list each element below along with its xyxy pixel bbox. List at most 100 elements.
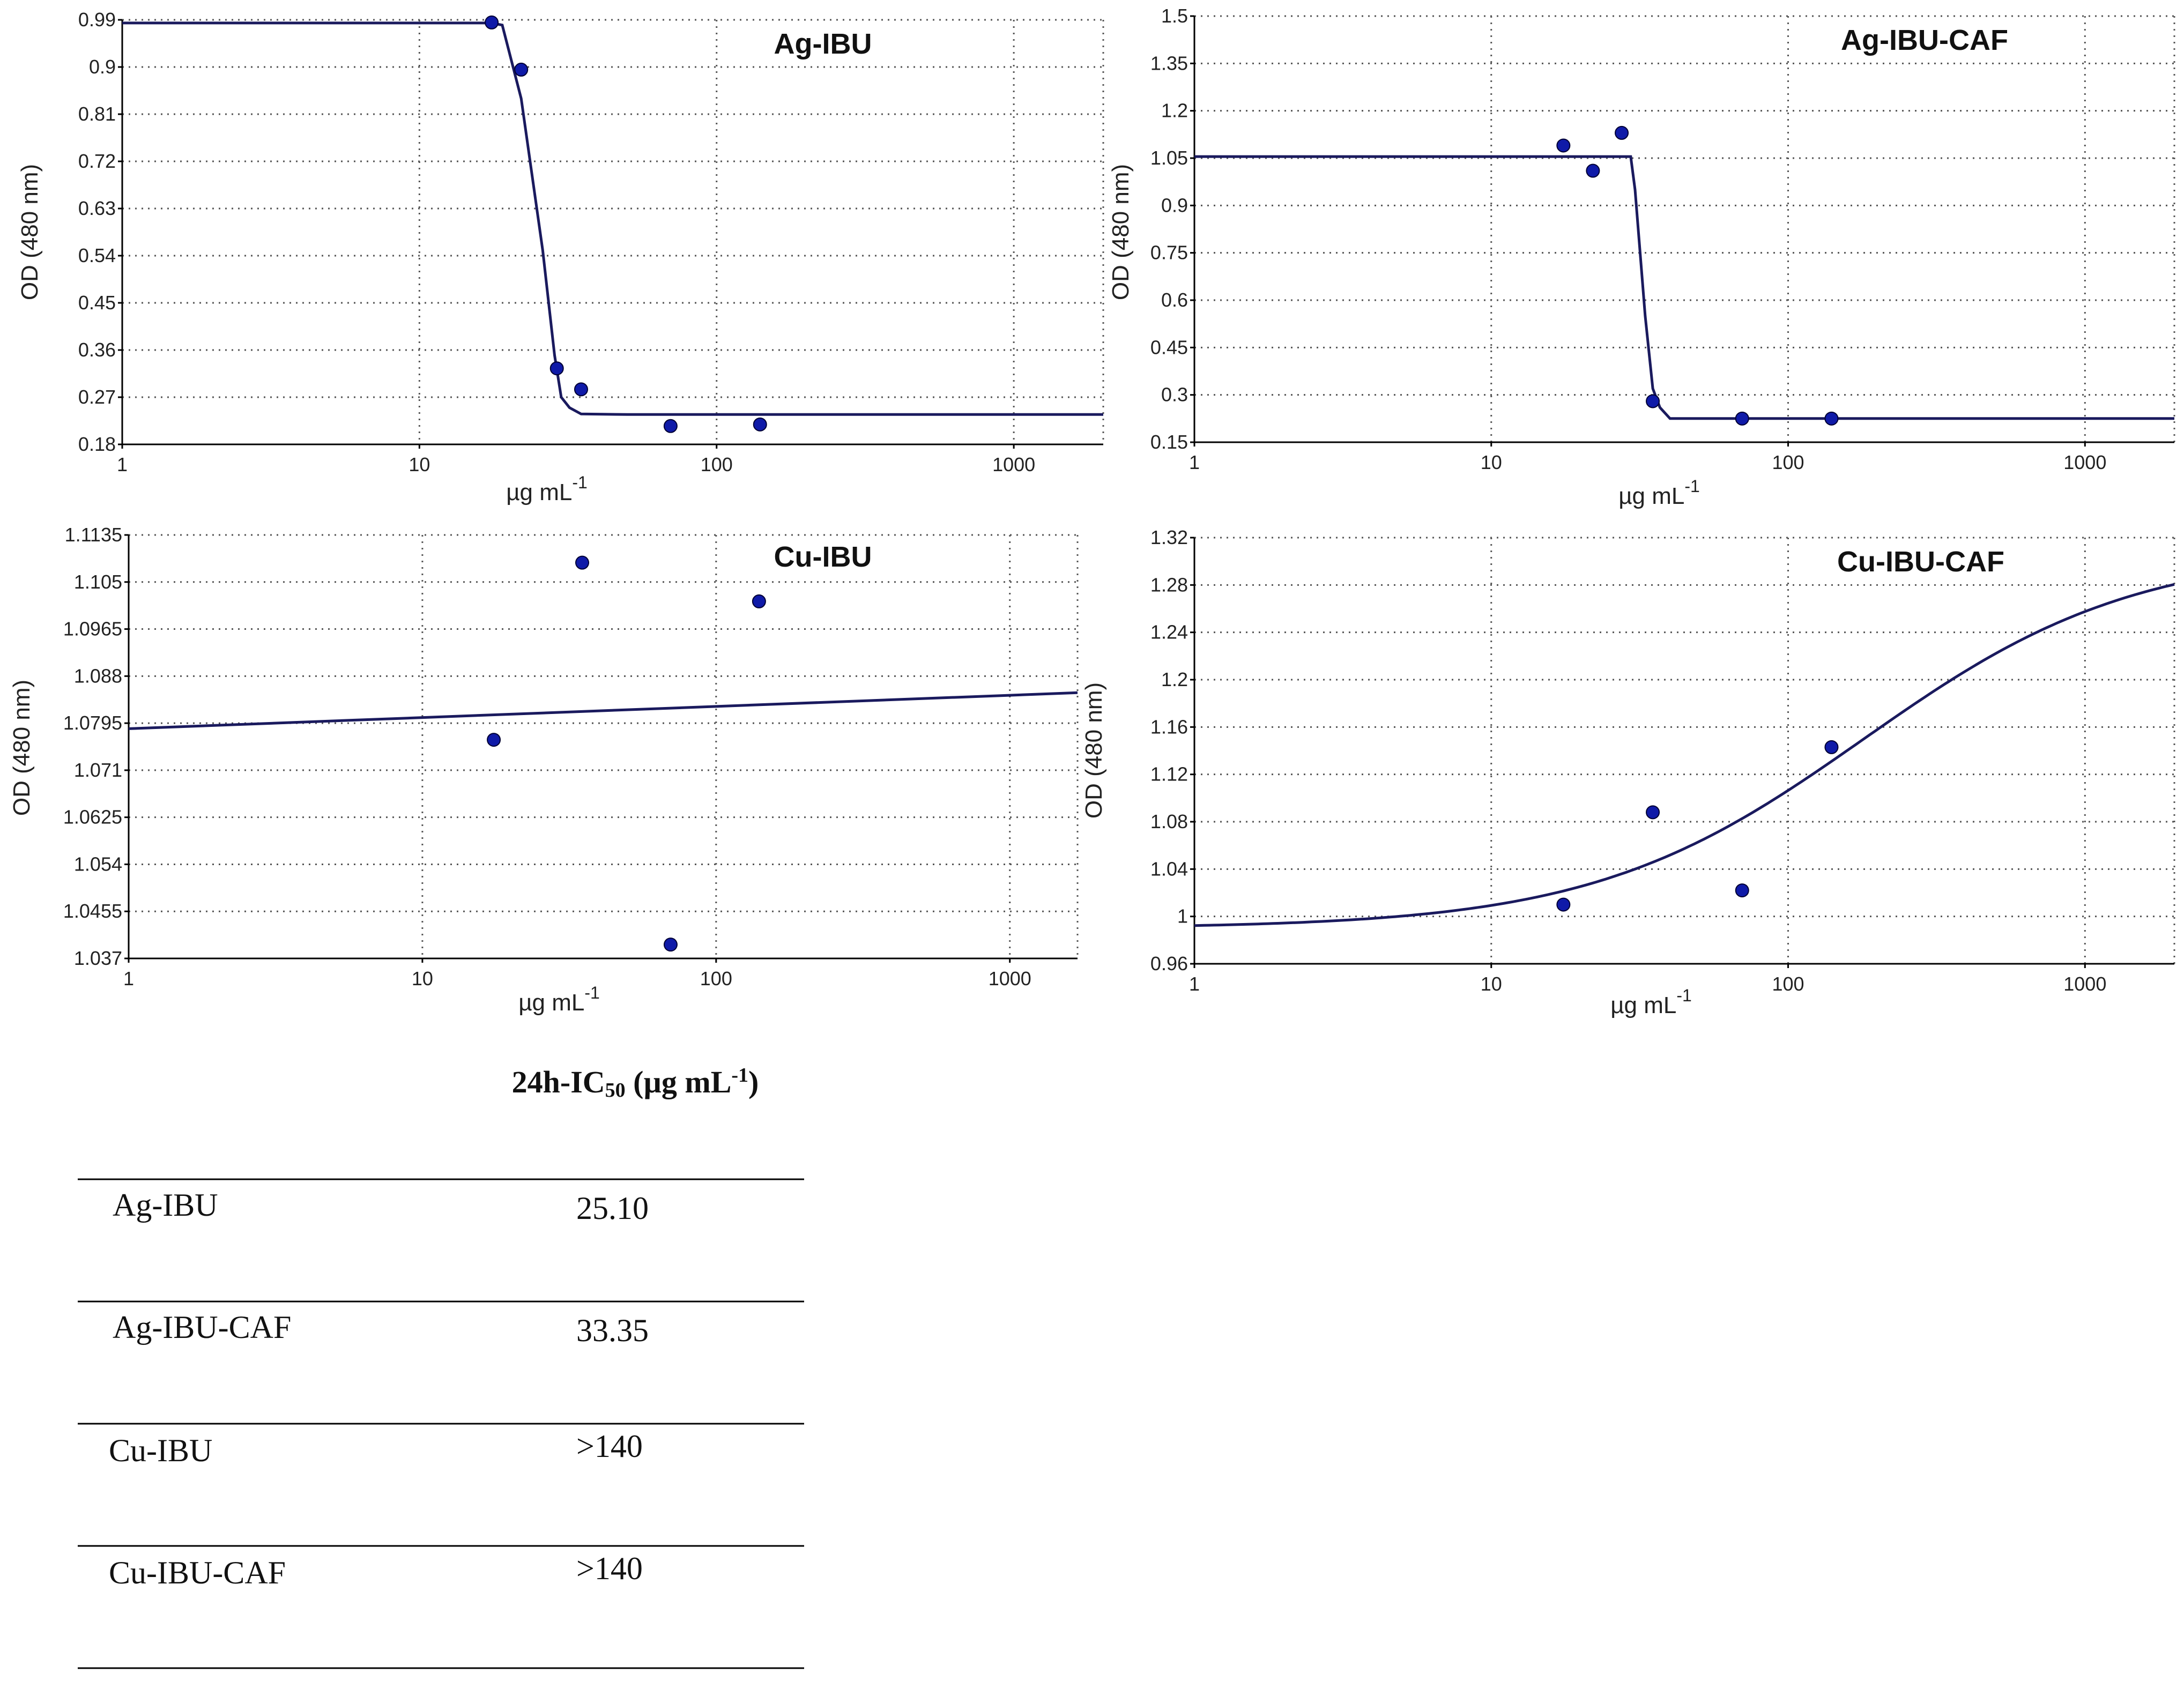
y-tick-label: 1.088 <box>74 665 122 687</box>
table-row: Cu-IBU >140 <box>109 1429 643 1468</box>
data-point <box>485 15 499 29</box>
chart-panel-ag-ibu: 0.18 0.27 0.36 0.45 0.54 0.63 0.72 0.81 0.9 0.99 1… <box>17 9 1104 505</box>
x-tick-label: 10 <box>1481 973 1502 995</box>
table-row: Cu-IBU-CAF >140 <box>109 1551 643 1590</box>
chart-panel-cu-ibu: 1.037 1.0455 1.054 1.0625 1.071 1.0795 1.088 1.… <box>9 524 1079 1016</box>
data-point <box>1646 394 1660 408</box>
y-tick-label: 1.071 <box>74 759 122 781</box>
data-point <box>1586 163 1600 178</box>
chart-title: Ag-IBU-CAF <box>1841 24 2008 56</box>
y-tick-label: 1.05 <box>1150 147 1188 169</box>
y-tick-label: 1.16 <box>1150 716 1188 738</box>
y-tick-label: 0.45 <box>1150 336 1188 358</box>
data-point <box>753 417 767 432</box>
chart-panel-ag-ibu-caf: 0.15 0.3 0.45 0.6 0.75 0.9 1.05 1.2 1.35 1.5 1 10 10… <box>1108 5 2175 509</box>
y-tick-label: 1.054 <box>74 853 122 875</box>
data-point <box>575 555 590 570</box>
table-cell-compound: Ag-IBU <box>113 1187 218 1223</box>
table-title: 24h-IC50 (µg mL-1) <box>512 1064 759 1102</box>
y-tick-label: 1.1135 <box>65 524 122 546</box>
y-tick-label: 0.15 <box>1150 431 1188 453</box>
data-point <box>549 361 564 376</box>
table-row: Ag-IBU-CAF 33.35 <box>113 1310 649 1348</box>
x-tick-label: 1000 <box>2063 451 2106 473</box>
x-tick-label: 1000 <box>992 453 1035 475</box>
y-tick-label: 1.08 <box>1150 810 1188 832</box>
x-tick-label: 10 <box>1481 451 1502 473</box>
x-tick-label: 100 <box>700 968 732 990</box>
data-point <box>1556 897 1571 912</box>
x-tick-label: 10 <box>408 453 430 475</box>
data-point <box>487 733 501 747</box>
y-tick-label: 0.63 <box>78 197 116 219</box>
y-tick-label: 1.0965 <box>63 618 122 640</box>
data-point <box>1824 740 1839 754</box>
chart-title: Ag-IBU <box>774 28 872 60</box>
x-tick-label: 100 <box>1772 451 1804 473</box>
y-tick-label: 0.9 <box>89 56 116 78</box>
y-tick-label: 1.105 <box>74 571 122 593</box>
x-tick-label: 1 <box>1189 451 1200 473</box>
table-cell-compound: Cu-IBU-CAF <box>109 1555 286 1590</box>
y-axis-label: OD (480 nm) <box>9 680 35 816</box>
table-row: Ag-IBU 25.10 <box>113 1187 649 1226</box>
y-tick-label: 1.12 <box>1150 763 1188 785</box>
y-tick-label: 0.99 <box>78 9 116 31</box>
table-cell-value: >140 <box>576 1551 643 1586</box>
y-tick-label: 0.54 <box>78 244 116 266</box>
y-tick-label: 1.35 <box>1150 52 1188 74</box>
y-tick-label: 0.81 <box>78 103 116 125</box>
table-cell-value: >140 <box>576 1429 643 1464</box>
y-tick-label: 1.24 <box>1150 621 1188 643</box>
y-tick-label: 0.72 <box>78 150 116 172</box>
data-point <box>663 938 678 952</box>
fit-curve <box>1194 583 2175 927</box>
y-tick-label: 0.36 <box>78 339 116 361</box>
y-tick-label: 0.9 <box>1161 194 1188 216</box>
x-tick-label: 1 <box>1189 973 1200 995</box>
x-tick-label: 100 <box>1772 973 1804 995</box>
table-cell-compound: Cu-IBU <box>109 1433 212 1468</box>
data-point <box>752 594 766 608</box>
y-tick-label: 1.0455 <box>63 900 122 922</box>
data-point <box>514 62 529 77</box>
x-tick-label: 1 <box>117 453 128 475</box>
ic50-table: 24h-IC50 (µg mL-1) Ag-IBU 25.10 Ag-IBU-C… <box>78 1064 804 1669</box>
x-tick-label: 1000 <box>2063 973 2106 995</box>
data-point <box>1735 411 1749 426</box>
y-tick-label: 1.32 <box>1150 526 1188 548</box>
x-axis-label: µg mL-1 <box>1618 477 1700 509</box>
chart-title: Cu-IBU <box>774 541 872 573</box>
data-point <box>1824 411 1839 426</box>
y-tick-label: 0.45 <box>78 292 116 314</box>
y-axis-label: OD (480 nm) <box>17 164 43 300</box>
y-axis-label: OD (480 nm) <box>1108 164 1134 300</box>
y-tick-label: 0.3 <box>1161 384 1188 406</box>
x-axis-label: µg mL-1 <box>506 473 588 505</box>
x-axis-label: µg mL-1 <box>518 983 600 1016</box>
y-tick-label: 1.28 <box>1150 574 1188 596</box>
data-point <box>1615 125 1629 140</box>
x-tick-label: 100 <box>701 453 733 475</box>
data-point <box>1646 805 1660 820</box>
data-point <box>574 382 588 397</box>
data-point <box>1735 883 1749 898</box>
fit-curve <box>1194 155 2174 420</box>
y-axis-label: OD (480 nm) <box>1081 682 1107 819</box>
x-tick-label: 1000 <box>989 968 1031 990</box>
y-tick-label: 1.04 <box>1150 858 1188 880</box>
y-tick-label: 0.75 <box>1150 242 1188 264</box>
fit-curve <box>128 691 1078 730</box>
y-tick-label: 1.2 <box>1161 100 1188 122</box>
y-tick-label: 0.18 <box>78 433 116 455</box>
table-cell-value: 33.35 <box>576 1313 649 1348</box>
x-axis-label: µg mL-1 <box>1610 986 1692 1018</box>
y-tick-label: 0.96 <box>1150 953 1188 975</box>
table-cell-value: 25.10 <box>576 1191 649 1226</box>
table-cell-compound: Ag-IBU-CAF <box>113 1310 291 1345</box>
y-tick-label: 1 <box>1177 905 1188 927</box>
data-point <box>663 419 678 433</box>
chart-title: Cu-IBU-CAF <box>1837 546 2004 578</box>
